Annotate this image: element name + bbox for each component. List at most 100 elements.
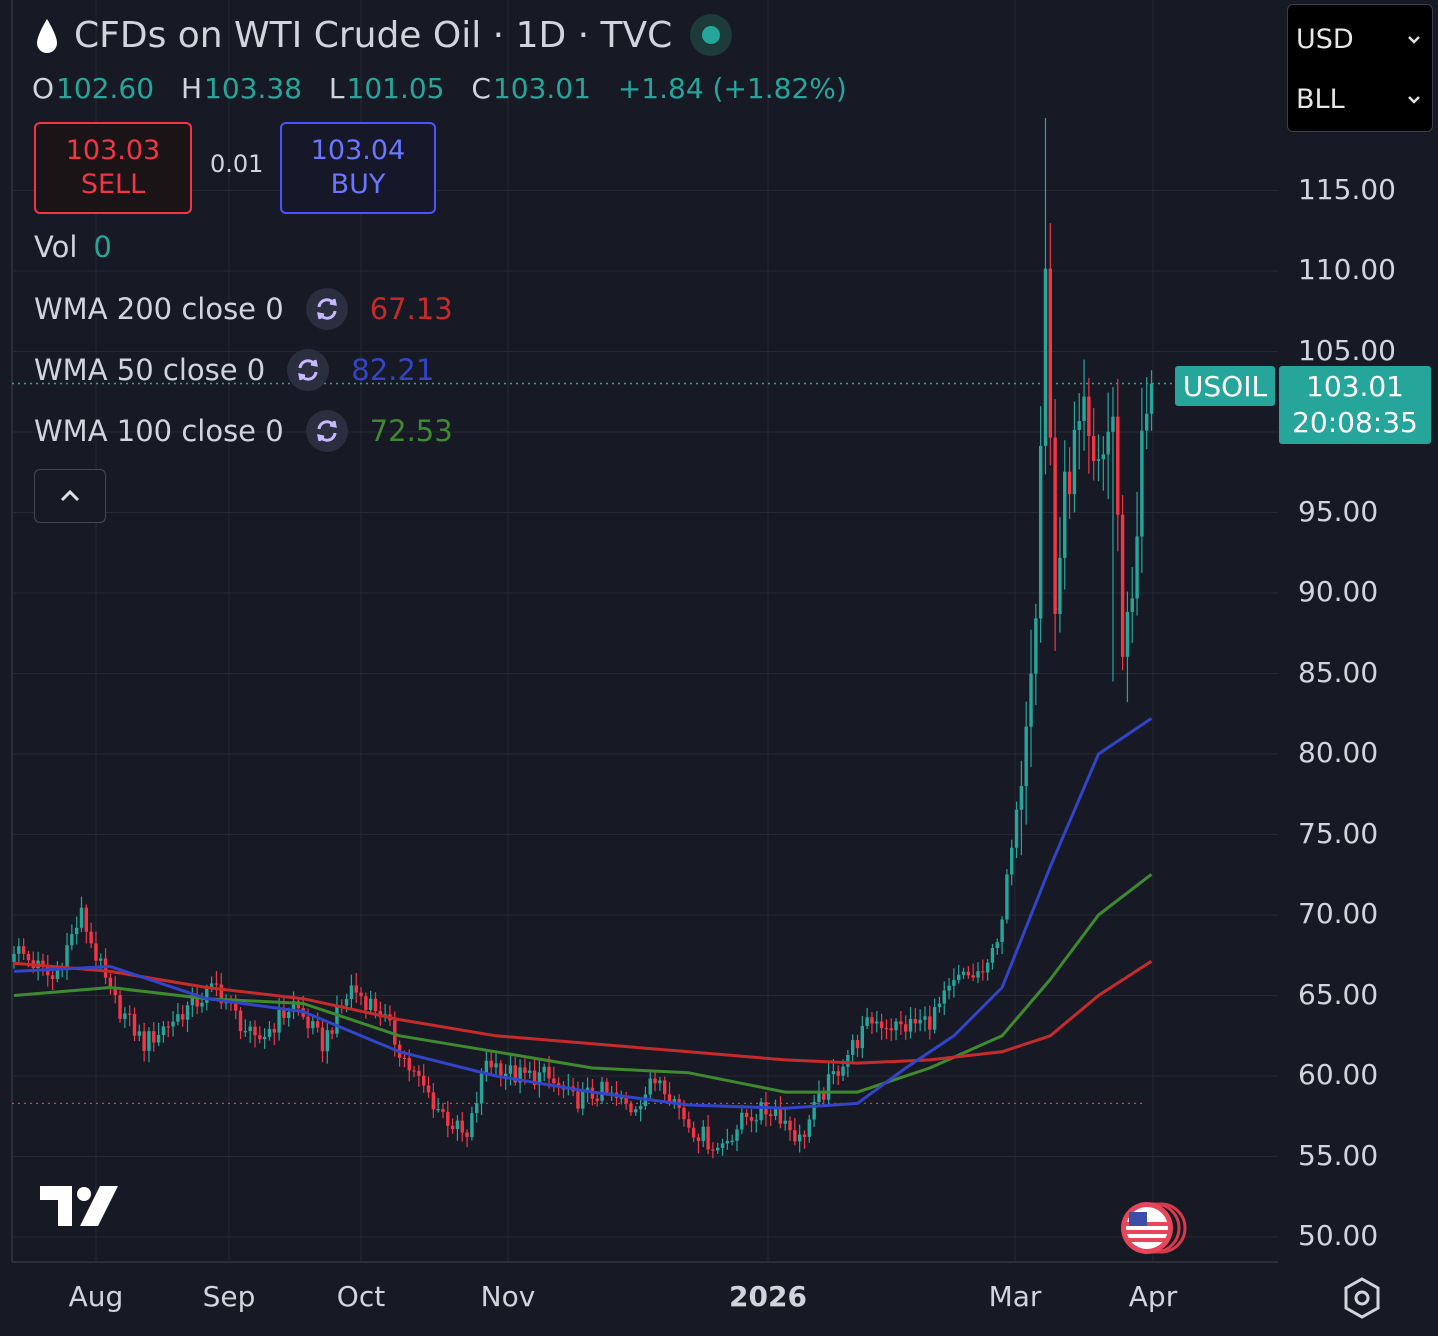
candle-body <box>152 1031 156 1043</box>
wma50-label: WMA 50 close 0 <box>34 353 266 387</box>
y-tick-label: 65.00 <box>1298 977 1379 1011</box>
candle-body <box>961 971 966 975</box>
candle-body <box>1077 421 1081 430</box>
last-price: 103.01 <box>1306 370 1404 403</box>
candle-body <box>200 1002 204 1007</box>
candle-body <box>884 1028 889 1030</box>
candle-body <box>243 1031 248 1033</box>
spread-value: 0.01 <box>210 150 264 178</box>
symbol-header[interactable]: CFDs on WTI Crude Oil · 1D · TVC <box>34 14 733 56</box>
candle-body <box>455 1120 460 1130</box>
candle-body <box>523 1067 527 1073</box>
candle-body <box>667 1094 672 1103</box>
y-tick-label: 110.00 <box>1298 253 1396 286</box>
candle-body <box>450 1125 455 1130</box>
candle-body <box>325 1030 329 1052</box>
candle-body <box>687 1119 691 1128</box>
candle-body <box>769 1114 773 1117</box>
candle-body <box>123 1013 127 1019</box>
sell-price: 103.03 <box>65 135 161 166</box>
wma50-line <box>13 717 1153 1110</box>
volume-indicator[interactable]: Vol 0 <box>34 230 112 264</box>
candle-body <box>947 985 951 991</box>
candle-body <box>1067 471 1072 495</box>
candle-body <box>696 1137 701 1141</box>
candle-body <box>706 1126 710 1150</box>
candle-body <box>537 1072 542 1086</box>
refresh-icon[interactable] <box>305 410 348 452</box>
candle-body <box>190 995 195 1006</box>
candle-body <box>711 1149 715 1151</box>
x-tick-label: Nov <box>480 1280 536 1313</box>
y-tick-label: 60.00 <box>1298 1058 1379 1091</box>
candle-body <box>855 1040 860 1049</box>
candle-body <box>475 1103 479 1114</box>
candle-body <box>359 992 363 997</box>
candle-body <box>908 1019 913 1032</box>
candle-body <box>214 983 219 985</box>
tradingview-logo-icon[interactable] <box>40 1186 120 1228</box>
candle-body <box>1096 459 1101 461</box>
candle-body <box>209 983 214 989</box>
candle-body <box>407 1057 411 1071</box>
candle-body <box>556 1083 561 1086</box>
candle-body <box>41 960 45 967</box>
high-value: 103.38 <box>204 72 302 105</box>
candle-body <box>142 1031 146 1052</box>
candle-body <box>663 1080 667 1095</box>
refresh-icon[interactable] <box>305 288 348 330</box>
wma100-indicator[interactable]: WMA 100 close 0 72.53 <box>34 410 453 452</box>
wma200-label: WMA 200 close 0 <box>34 292 284 326</box>
candle-body <box>277 1010 281 1033</box>
candle-body <box>981 971 985 973</box>
us-economic-event-icon[interactable] <box>1115 1198 1191 1258</box>
y-tick-label: 105.00 <box>1298 333 1396 367</box>
y-tick-label: 95.00 <box>1298 494 1379 528</box>
candle-body <box>547 1066 551 1079</box>
candle-body <box>70 934 74 946</box>
candle-body <box>952 979 956 986</box>
candle-body <box>79 907 84 928</box>
candle-body <box>1101 454 1106 460</box>
candle-body <box>287 1011 291 1018</box>
unit-value: BLL <box>1296 83 1345 115</box>
candle-body <box>619 1097 624 1099</box>
candle-body <box>532 1070 537 1086</box>
buy-button[interactable]: 103.04 BUY <box>280 122 436 214</box>
candle-body <box>913 1019 918 1024</box>
sell-button[interactable]: 103.03 SELL <box>34 122 192 214</box>
candle-body <box>807 1119 811 1137</box>
wma100-value: 72.53 <box>369 414 453 448</box>
candle-body <box>836 1071 840 1076</box>
y-tick-label: 115.00 <box>1298 172 1396 206</box>
candle-body <box>1029 673 1033 727</box>
candle-body <box>55 968 60 979</box>
x-tick-label: Oct <box>336 1280 386 1313</box>
candle-body <box>629 1103 633 1113</box>
candle-body <box>634 1109 638 1113</box>
candle-body <box>1111 416 1115 432</box>
candle-body <box>879 1021 884 1029</box>
wma200-indicator[interactable]: WMA 200 close 0 67.13 <box>34 288 453 330</box>
refresh-icon[interactable] <box>287 349 330 391</box>
candle-body <box>1043 268 1048 446</box>
unit-select[interactable]: BLL <box>1288 70 1430 128</box>
candle-body <box>108 977 113 988</box>
candle-body <box>291 1001 296 1012</box>
y-tick-label: 85.00 <box>1298 655 1379 689</box>
last-price-tag: 103.01 20:08:35 <box>1279 366 1431 444</box>
candle-body <box>624 1097 628 1104</box>
candle-body <box>1053 437 1057 614</box>
currency-select[interactable]: USD <box>1288 10 1430 68</box>
candle-body <box>942 990 946 1004</box>
x-tick-label: Sep <box>202 1280 256 1313</box>
open-value: 102.60 <box>56 72 155 105</box>
candle-body <box>648 1078 652 1095</box>
candle-body <box>875 1021 879 1024</box>
symbol-price-tag: USOIL <box>1175 366 1275 406</box>
candle-body <box>422 1075 426 1086</box>
settings-gear-icon[interactable] <box>1340 1276 1384 1320</box>
collapse-legend-button[interactable] <box>34 469 106 523</box>
wma50-indicator[interactable]: WMA 50 close 0 82.21 <box>34 349 434 391</box>
